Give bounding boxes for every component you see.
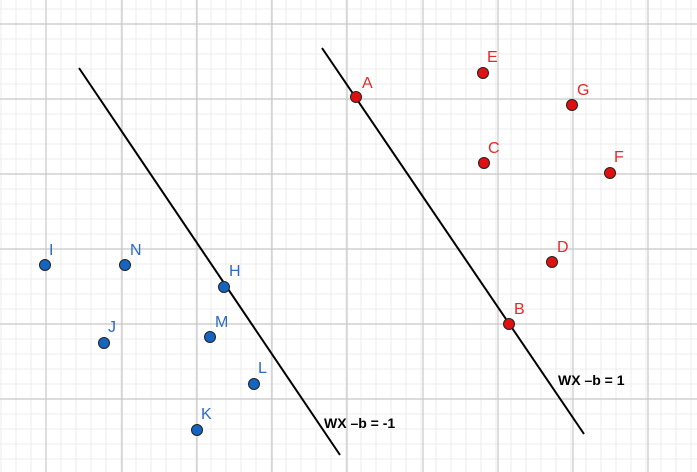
margin-line-positive [321, 47, 585, 435]
point-l-negative[interactable] [248, 378, 260, 390]
point-i-negative[interactable] [39, 259, 51, 271]
point-label-f: F [614, 149, 624, 166]
point-label-m: M [215, 314, 228, 331]
point-label-i: I [49, 242, 53, 259]
margin-line-negative [78, 67, 341, 456]
point-label-c: C [488, 140, 500, 157]
point-label-b: B [514, 301, 525, 318]
point-b-positive[interactable] [503, 318, 515, 330]
equation-label-positive: WX –b = 1 [558, 372, 625, 388]
point-label-j: J [108, 319, 116, 336]
point-label-h: H [229, 263, 241, 280]
point-label-l: L [258, 360, 267, 377]
point-k-negative[interactable] [191, 424, 203, 436]
point-label-a: A [362, 75, 373, 92]
point-h-negative[interactable] [218, 281, 230, 293]
point-g-positive[interactable] [566, 99, 578, 111]
point-n-negative[interactable] [119, 259, 131, 271]
point-label-e: E [487, 49, 498, 66]
point-label-k: K [201, 406, 212, 423]
point-f-positive[interactable] [604, 167, 616, 179]
point-label-d: D [557, 239, 569, 256]
point-j-negative[interactable] [98, 337, 110, 349]
point-e-positive[interactable] [477, 67, 489, 79]
point-a-positive[interactable] [350, 91, 362, 103]
equation-label-negative: WX –b = -1 [324, 415, 395, 431]
point-m-negative[interactable] [204, 331, 216, 343]
point-label-n: N [130, 242, 142, 259]
point-d-positive[interactable] [546, 256, 558, 268]
points-layer: A B C D E F G H I J K L M N [39, 49, 624, 436]
point-label-g: G [577, 82, 589, 99]
point-c-positive[interactable] [478, 157, 490, 169]
